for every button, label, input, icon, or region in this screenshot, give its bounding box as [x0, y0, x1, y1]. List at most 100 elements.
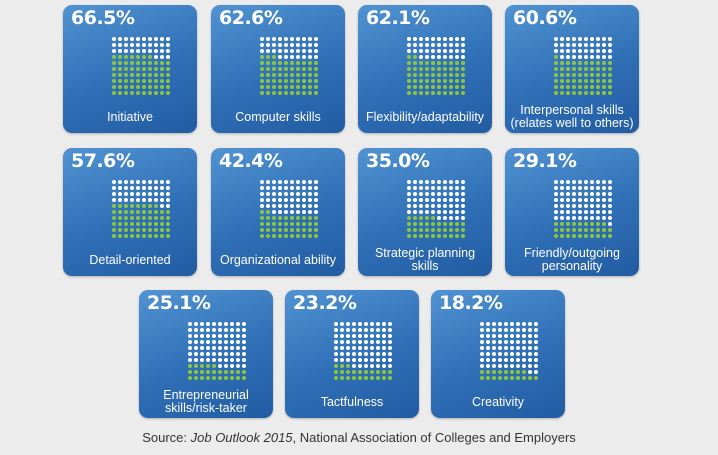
dot-filled — [572, 67, 576, 71]
dot-empty — [370, 352, 374, 356]
dot-empty — [376, 322, 380, 326]
dot-empty — [236, 334, 240, 338]
dot-filled — [136, 61, 140, 65]
dot-filled — [419, 67, 423, 71]
dot-empty — [194, 358, 198, 362]
dot-filled — [308, 85, 312, 89]
dot-empty — [522, 334, 526, 338]
dot-filled — [166, 79, 170, 83]
dot-empty — [212, 322, 216, 326]
dot-empty — [242, 334, 246, 338]
dot-filled — [560, 222, 564, 226]
dot-empty — [461, 186, 465, 190]
dot-empty — [572, 210, 576, 214]
dot-filled — [206, 376, 210, 380]
dot-filled — [590, 222, 594, 226]
dot-empty — [602, 186, 606, 190]
dot-filled — [160, 222, 164, 226]
dot-empty — [278, 43, 282, 47]
dot-filled — [419, 234, 423, 238]
dot-empty — [230, 364, 234, 368]
dot-filled — [124, 204, 128, 208]
dot-empty — [302, 55, 306, 59]
dot-filled — [602, 85, 606, 89]
dot-empty — [314, 210, 318, 214]
dot-filled — [608, 73, 612, 77]
skill-label: Organizational ability — [219, 252, 337, 267]
dot-filled — [160, 85, 164, 89]
dot-empty — [364, 364, 368, 368]
dot-empty — [590, 204, 594, 208]
dot-filled — [112, 61, 116, 65]
dot-empty — [142, 186, 146, 190]
dot-filled — [136, 216, 140, 220]
dot-filled — [118, 210, 122, 214]
dot-empty — [118, 37, 122, 41]
dot-empty — [480, 346, 484, 350]
dot-empty — [166, 186, 170, 190]
dot-filled — [260, 216, 264, 220]
dot-filled — [413, 55, 417, 59]
dot-filled — [212, 364, 216, 368]
dot-empty — [200, 340, 204, 344]
dot-filled — [608, 79, 612, 83]
dot-filled — [340, 364, 344, 368]
dot-filled — [266, 79, 270, 83]
dot-empty — [230, 340, 234, 344]
dot-empty — [449, 49, 453, 53]
dot-empty — [290, 204, 294, 208]
dot-filled — [142, 234, 146, 238]
dot-empty — [352, 328, 356, 332]
dot-empty — [522, 346, 526, 350]
dot-filled — [596, 234, 600, 238]
dot-filled — [413, 222, 417, 226]
dot-empty — [516, 334, 520, 338]
dot-matrix — [260, 180, 318, 238]
dot-filled — [584, 85, 588, 89]
dot-matrix — [480, 322, 538, 380]
dot-empty — [314, 37, 318, 41]
dot-empty — [584, 210, 588, 214]
dot-filled — [572, 61, 576, 65]
skill-label: Computer skills — [235, 109, 321, 124]
dot-filled — [584, 73, 588, 77]
dot-empty — [118, 180, 122, 184]
dot-filled — [148, 79, 152, 83]
dot-filled — [578, 228, 582, 232]
dot-empty — [498, 352, 502, 356]
dot-filled — [112, 216, 116, 220]
dot-filled — [346, 364, 350, 368]
dot-empty — [425, 204, 429, 208]
dot-filled — [302, 67, 306, 71]
dot-filled — [166, 210, 170, 214]
dot-empty — [443, 210, 447, 214]
dot-empty — [602, 43, 606, 47]
dot-filled — [560, 91, 564, 95]
dot-filled — [566, 61, 570, 65]
dot-filled — [160, 91, 164, 95]
dot-empty — [449, 55, 453, 59]
dot-filled — [431, 61, 435, 65]
dot-empty — [142, 198, 146, 202]
dot-empty — [590, 192, 594, 196]
dot-filled — [437, 91, 441, 95]
dot-empty — [461, 204, 465, 208]
dot-empty — [504, 322, 508, 326]
dot-empty — [230, 346, 234, 350]
dot-filled — [314, 234, 318, 238]
dot-empty — [534, 370, 538, 374]
dot-filled — [136, 228, 140, 232]
source-note: Source: Job Outlook 2015, National Assoc… — [0, 430, 718, 445]
dot-filled — [431, 222, 435, 226]
dot-empty — [455, 198, 459, 202]
dot-empty — [382, 358, 386, 362]
dot-filled — [554, 222, 558, 226]
skill-card: 23.2% Tactfulness — [285, 290, 419, 418]
dot-empty — [480, 358, 484, 362]
dot-empty — [560, 180, 564, 184]
dot-filled — [334, 376, 338, 380]
dot-filled — [419, 73, 423, 77]
dot-empty — [376, 364, 380, 368]
dot-filled — [308, 222, 312, 226]
dot-filled — [566, 91, 570, 95]
